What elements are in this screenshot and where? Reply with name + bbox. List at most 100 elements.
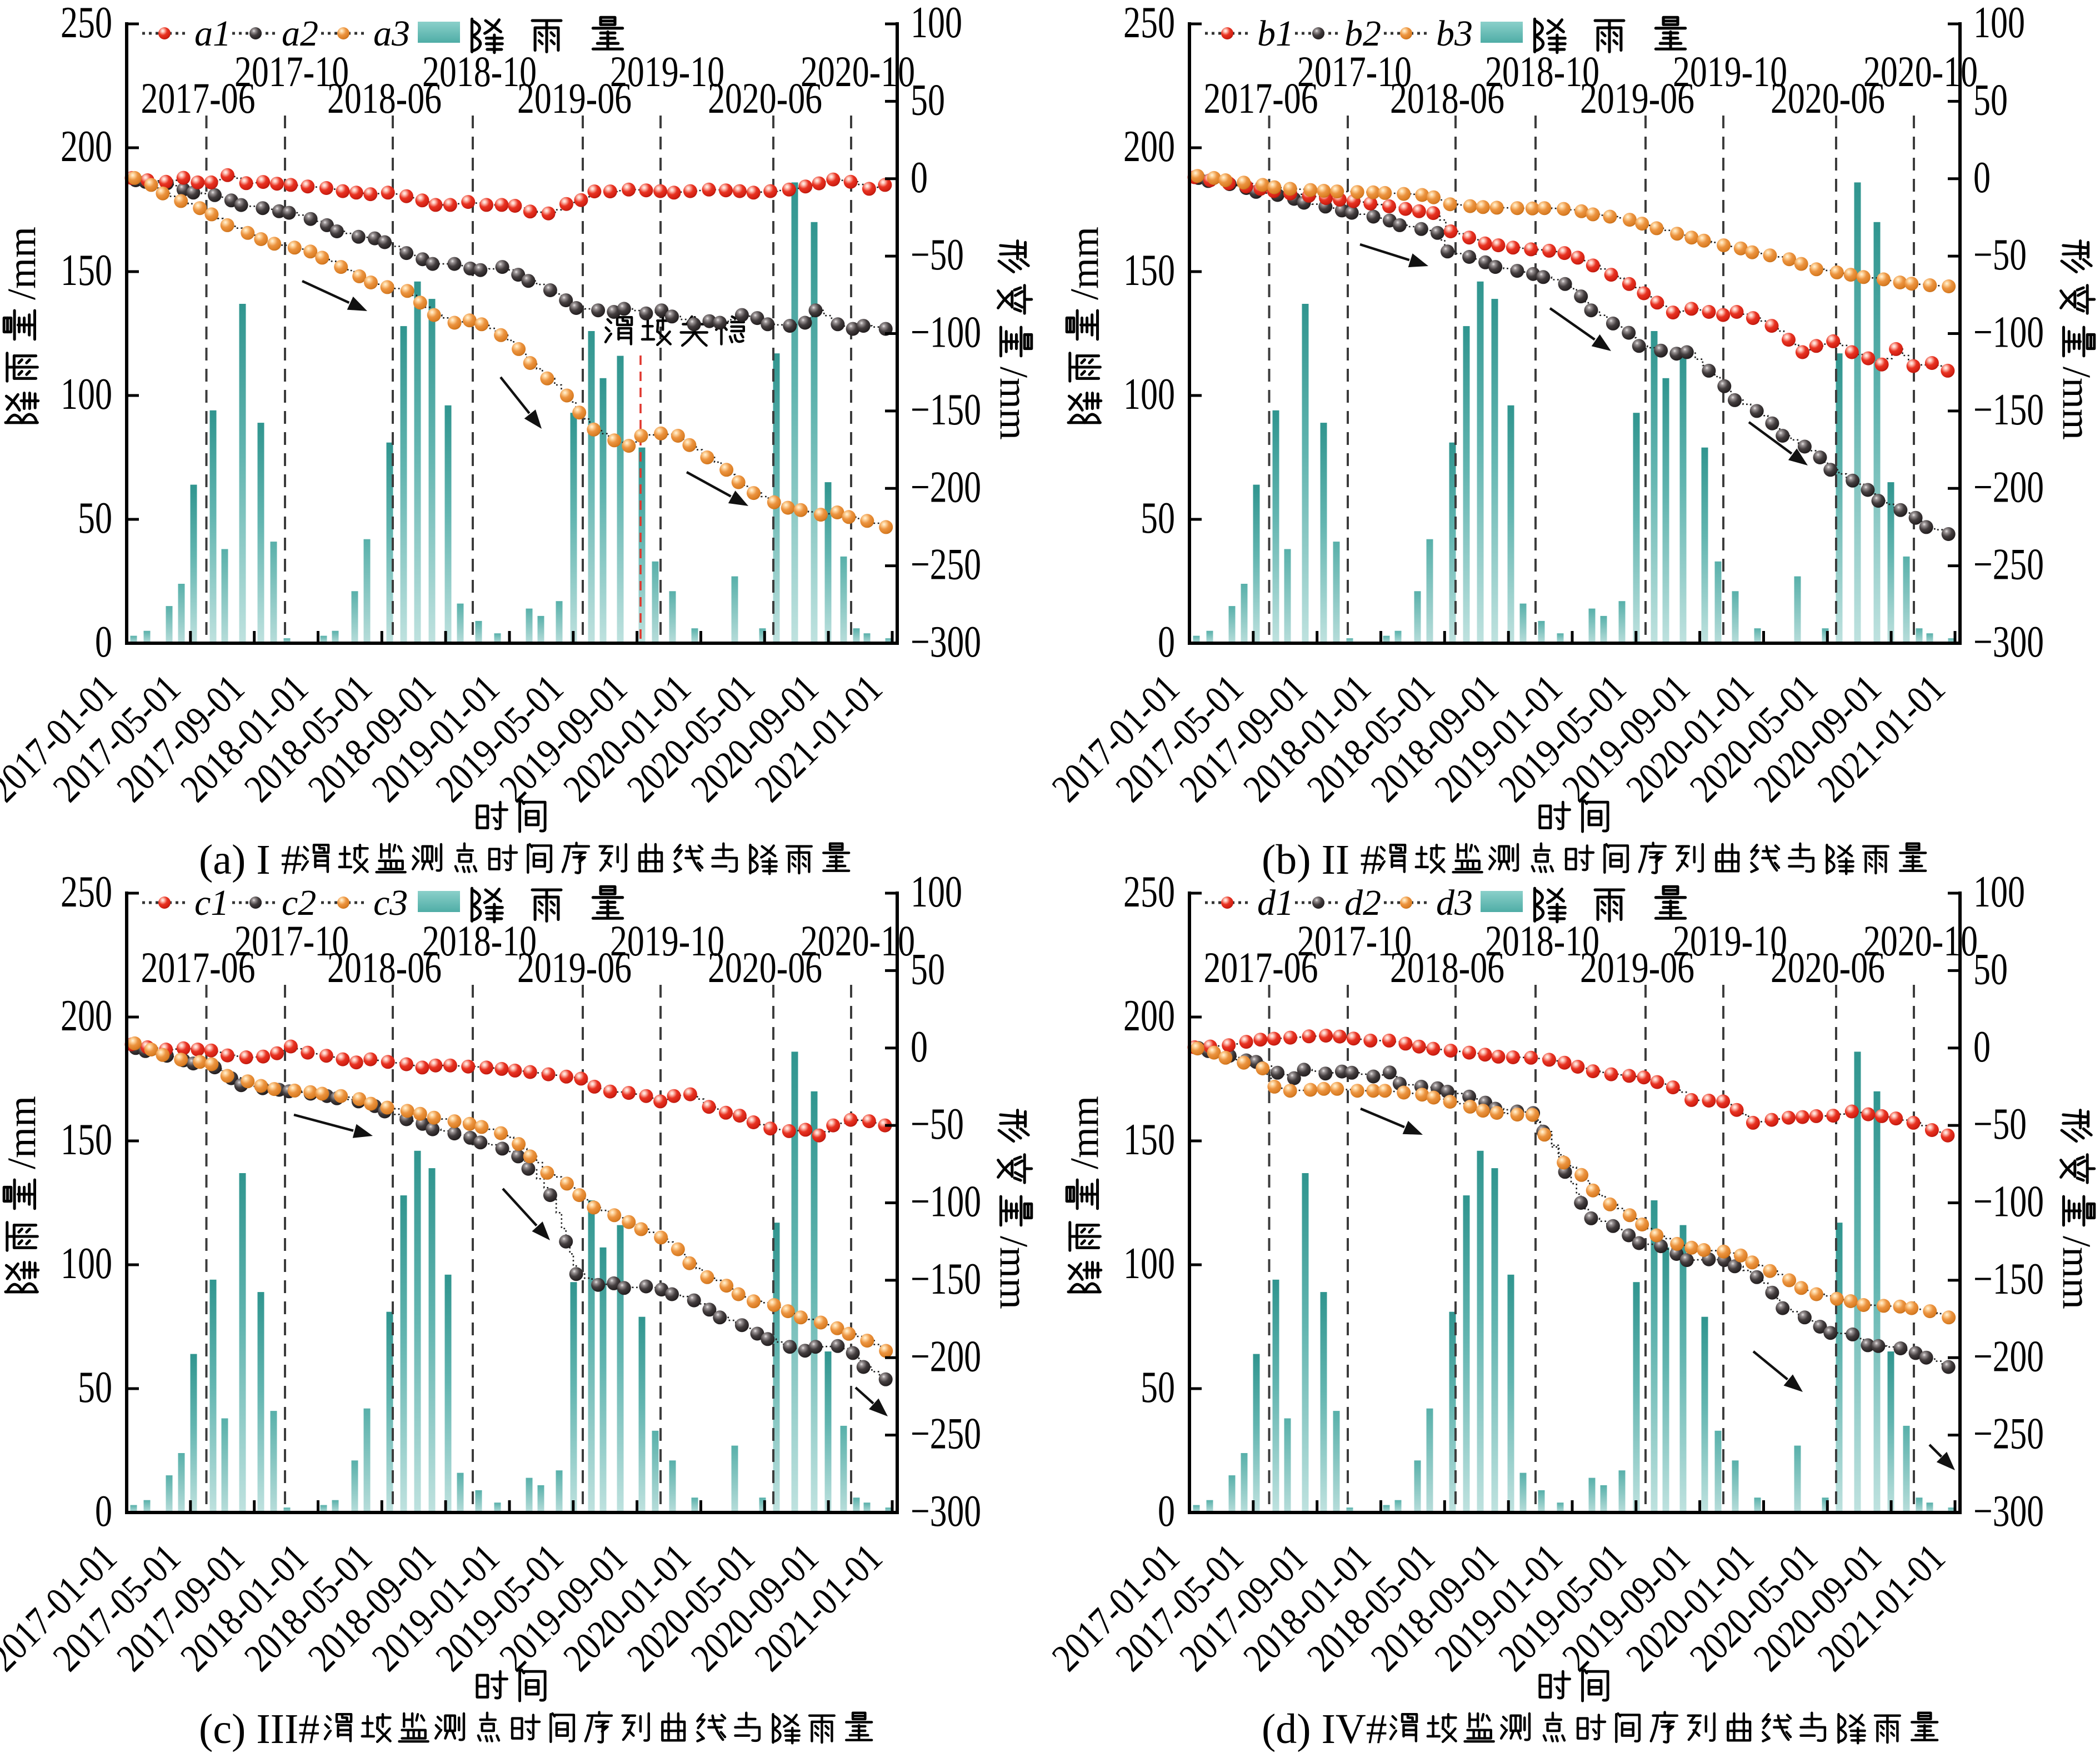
svg-text:2018-06: 2018-06 <box>327 74 442 122</box>
svg-text:/mm: /mm <box>1062 227 1107 300</box>
svg-text:b1: b1 <box>1257 13 1294 54</box>
svg-text:−300: −300 <box>1973 618 2044 667</box>
svg-text:c1: c1 <box>194 883 229 923</box>
svg-text:b3: b3 <box>1436 13 1473 54</box>
svg-text:2020-10: 2020-10 <box>1863 916 1978 965</box>
svg-text:d1: d1 <box>1257 883 1294 923</box>
svg-text:2019-10: 2019-10 <box>610 916 724 965</box>
svg-text:200: 200 <box>61 122 112 171</box>
svg-text:100: 100 <box>911 0 962 47</box>
svg-text:200: 200 <box>1123 991 1175 1040</box>
svg-text:2018-10: 2018-10 <box>1485 47 1599 96</box>
svg-text:/mm: /mm <box>2054 1236 2099 1309</box>
svg-text:2018-06: 2018-06 <box>327 943 442 991</box>
svg-text:150: 150 <box>1123 1115 1175 1164</box>
svg-text:/mm: /mm <box>0 1096 44 1169</box>
svg-text:−300: −300 <box>911 1487 981 1536</box>
svg-text:250: 250 <box>61 868 112 916</box>
svg-text:0: 0 <box>1973 1023 1991 1071</box>
svg-text:2020-06: 2020-06 <box>1771 74 1885 122</box>
svg-text:−300: −300 <box>1973 1487 2044 1536</box>
svg-text:0: 0 <box>95 618 112 667</box>
svg-text:150: 150 <box>1123 246 1175 295</box>
svg-text:150: 150 <box>61 246 112 295</box>
svg-text:100: 100 <box>1973 0 2025 47</box>
svg-text:c3: c3 <box>373 883 408 923</box>
svg-text:−100: −100 <box>911 308 981 357</box>
svg-text:2017-10: 2017-10 <box>1297 916 1412 965</box>
svg-text:/mm: /mm <box>2054 367 2099 440</box>
svg-text:−200: −200 <box>1973 463 2044 512</box>
svg-text:0: 0 <box>95 1487 112 1536</box>
svg-text:2019-10: 2019-10 <box>610 47 724 96</box>
svg-text:−200: −200 <box>1973 1332 2044 1381</box>
svg-text:c2: c2 <box>282 883 316 923</box>
svg-text:2017-06: 2017-06 <box>1204 74 1318 122</box>
svg-text:d2: d2 <box>1344 883 1381 923</box>
svg-text:2017-10: 2017-10 <box>234 47 349 96</box>
svg-text:50: 50 <box>78 494 112 543</box>
svg-text:2018-10: 2018-10 <box>1485 916 1599 965</box>
svg-text:0: 0 <box>911 153 928 202</box>
svg-text:a1: a1 <box>194 13 231 54</box>
svg-text:50: 50 <box>1973 945 2008 994</box>
svg-text:50: 50 <box>1973 76 2008 124</box>
svg-text:100: 100 <box>61 370 112 419</box>
svg-text:0: 0 <box>911 1023 928 1071</box>
svg-text:−300: −300 <box>911 618 981 667</box>
svg-text:100: 100 <box>61 1239 112 1288</box>
svg-text:0: 0 <box>1158 1487 1175 1536</box>
svg-text:2019-06: 2019-06 <box>1580 943 1694 991</box>
svg-text:2020-10: 2020-10 <box>801 47 915 96</box>
svg-text:2019-06: 2019-06 <box>517 74 632 122</box>
svg-text:2018-10: 2018-10 <box>422 916 537 965</box>
svg-text:250: 250 <box>61 0 112 47</box>
svg-text:−250: −250 <box>1973 1410 2044 1459</box>
svg-text:/mm: /mm <box>1062 1096 1107 1169</box>
svg-text:0: 0 <box>1973 153 1991 202</box>
svg-text:−250: −250 <box>911 1410 981 1459</box>
svg-text:a3: a3 <box>373 13 410 54</box>
svg-text:a2: a2 <box>282 13 318 54</box>
svg-text:250: 250 <box>1123 868 1175 916</box>
svg-text:2018-06: 2018-06 <box>1390 943 1504 991</box>
svg-text:b2: b2 <box>1344 13 1381 54</box>
svg-text:2017-10: 2017-10 <box>1297 47 1412 96</box>
svg-text:2019-06: 2019-06 <box>517 943 632 991</box>
svg-text:−50: −50 <box>911 231 964 279</box>
svg-text:2018-06: 2018-06 <box>1390 74 1504 122</box>
svg-text:/mm: /mm <box>992 367 1036 440</box>
svg-text:100: 100 <box>1123 1239 1175 1288</box>
svg-text:0: 0 <box>1158 618 1175 667</box>
svg-text:2018-10: 2018-10 <box>422 47 537 96</box>
svg-text:−150: −150 <box>911 1255 981 1304</box>
svg-text:−100: −100 <box>911 1178 981 1226</box>
svg-text:(b) II #: (b) II # <box>1262 837 1381 883</box>
svg-text:−100: −100 <box>1973 1178 2044 1226</box>
svg-text:2017-10: 2017-10 <box>234 916 349 965</box>
svg-text:50: 50 <box>911 945 945 994</box>
svg-text:250: 250 <box>1123 0 1175 47</box>
svg-text:−150: −150 <box>911 385 981 434</box>
svg-text:100: 100 <box>1123 370 1175 419</box>
svg-text:−250: −250 <box>1973 540 2044 589</box>
svg-text:d3: d3 <box>1436 883 1473 923</box>
svg-text:2020-06: 2020-06 <box>1771 943 1885 991</box>
svg-text:100: 100 <box>1973 868 2025 916</box>
svg-text:−150: −150 <box>1973 1255 2044 1304</box>
svg-text:50: 50 <box>1141 494 1175 543</box>
svg-text:200: 200 <box>61 991 112 1040</box>
svg-text:−200: −200 <box>911 1332 981 1381</box>
svg-text:2019-06: 2019-06 <box>1580 74 1694 122</box>
svg-text:−100: −100 <box>1973 308 2044 357</box>
svg-text:2017-06: 2017-06 <box>141 74 256 122</box>
svg-text:/mm: /mm <box>992 1236 1036 1309</box>
svg-text:−50: −50 <box>911 1100 964 1149</box>
svg-text:(c) III#: (c) III# <box>199 1706 319 1752</box>
svg-text:2020-10: 2020-10 <box>1863 47 1978 96</box>
svg-text:(a) I #: (a) I # <box>199 837 302 883</box>
svg-text:50: 50 <box>1141 1363 1175 1412</box>
svg-text:(d) IV#: (d) IV# <box>1262 1706 1387 1752</box>
svg-text:150: 150 <box>61 1115 112 1164</box>
svg-text:2017-06: 2017-06 <box>1204 943 1318 991</box>
